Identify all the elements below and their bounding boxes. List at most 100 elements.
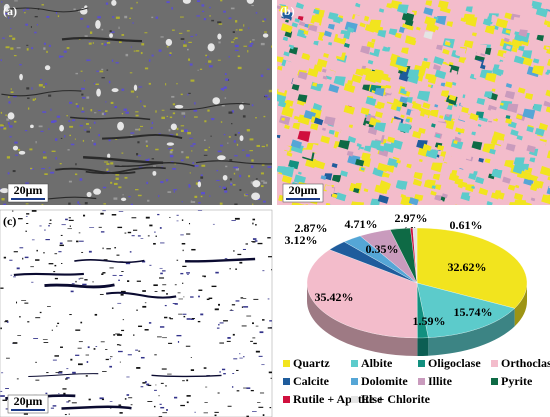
pore (80, 321, 83, 324)
grain (545, 17, 550, 22)
grain (434, 31, 441, 37)
pore (252, 218, 256, 221)
grain (293, 57, 303, 65)
speck (249, 40, 252, 43)
grain (281, 106, 294, 118)
pore (212, 223, 215, 225)
grain (313, 173, 320, 179)
grain (532, 103, 543, 112)
speck (108, 139, 111, 142)
grain (388, 28, 398, 36)
speck (110, 181, 113, 184)
pore (57, 371, 63, 374)
pore (19, 316, 21, 318)
grain (303, 30, 309, 35)
speck (204, 139, 206, 141)
grain (412, 178, 423, 187)
speck (218, 41, 221, 44)
pore (71, 402, 77, 404)
grain (391, 119, 402, 127)
pore (160, 382, 164, 384)
speck (118, 40, 122, 44)
speck (101, 77, 105, 79)
pore (138, 325, 143, 328)
speck (248, 175, 251, 178)
grain (434, 194, 442, 202)
speck (99, 70, 104, 73)
speck (34, 15, 38, 18)
speck (144, 67, 149, 70)
pore (164, 316, 168, 319)
pore (58, 251, 62, 253)
speck (260, 42, 265, 46)
pore (78, 363, 83, 366)
speck (251, 104, 254, 107)
speck (56, 115, 61, 118)
speck (245, 193, 249, 196)
pore (67, 228, 72, 230)
grain (517, 87, 526, 94)
grain (423, 7, 434, 16)
pore (246, 415, 249, 417)
pore (270, 377, 272, 379)
grain (292, 204, 299, 205)
pore (11, 210, 14, 212)
grain (335, 192, 347, 202)
grain (455, 160, 467, 170)
pore (69, 225, 71, 227)
pore (224, 258, 228, 259)
grain (374, 111, 383, 118)
pore (100, 341, 105, 343)
pore (140, 356, 145, 359)
grain (12, 145, 19, 151)
grain (133, 84, 138, 91)
pore (236, 390, 240, 392)
speck (136, 96, 138, 98)
pore (136, 367, 141, 369)
data-label: 15.74% (454, 305, 493, 319)
pore (161, 368, 167, 370)
pore (118, 279, 120, 281)
crack (70, 116, 151, 121)
legend-label: Calcite (293, 374, 330, 388)
speck (171, 7, 173, 10)
grain (312, 102, 323, 111)
grain (376, 101, 385, 109)
speck (121, 34, 125, 36)
speck (15, 154, 19, 156)
grain (532, 58, 540, 64)
pore (54, 264, 57, 267)
grain (526, 31, 539, 42)
grain (411, 102, 422, 111)
grain (422, 143, 432, 152)
grain (502, 204, 503, 205)
grain (419, 200, 428, 205)
pore (102, 210, 106, 212)
pore (253, 298, 259, 300)
speck (122, 194, 124, 196)
speck (246, 154, 250, 157)
grain (424, 16, 437, 27)
pore (176, 334, 182, 337)
grain (330, 46, 344, 58)
grain (301, 149, 314, 160)
speck (82, 97, 86, 99)
pore (102, 371, 107, 372)
grain (390, 105, 398, 111)
grain (537, 47, 547, 56)
grain (460, 17, 466, 23)
pore (165, 385, 167, 387)
pore (177, 292, 181, 294)
pore (42, 339, 48, 340)
grain (374, 87, 385, 97)
speck (60, 55, 64, 58)
pore (167, 373, 172, 375)
pore (117, 334, 123, 336)
pore (61, 224, 66, 226)
pore (257, 242, 263, 245)
pore (122, 319, 125, 321)
speck (200, 174, 203, 177)
grain (7, 112, 15, 120)
speck (271, 45, 272, 48)
pore (105, 349, 108, 350)
